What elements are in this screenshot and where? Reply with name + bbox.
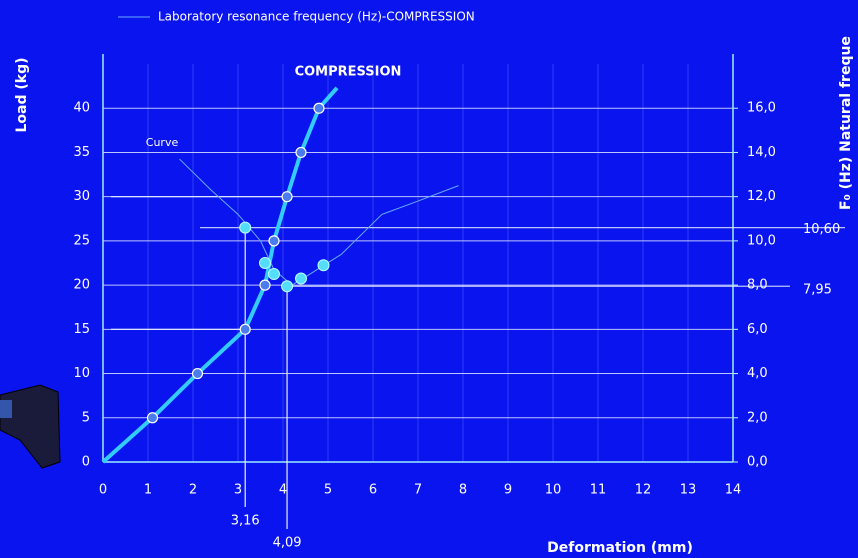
y-tick-label: 0	[82, 455, 90, 470]
legend-text: Laboratory resonance frequency (Hz)-COMP…	[158, 10, 475, 24]
series-label: COMPRESSION	[295, 65, 402, 80]
load-point	[259, 279, 271, 291]
frequency-point	[317, 259, 330, 272]
x-axis-title: Deformation (mm)	[547, 540, 693, 556]
y2-tick-label: 12,0	[747, 189, 776, 204]
x-tick-label: 1	[144, 483, 152, 498]
device-icon	[0, 384, 61, 469]
x-tick-label: 2	[189, 483, 197, 498]
y-tick-label: 15	[73, 322, 90, 337]
y2-tick-label: 6,0	[747, 322, 768, 337]
x-tick-label: 6	[369, 483, 377, 498]
y2-marker-label: 10,60	[803, 222, 840, 237]
x-tick-label: 10	[545, 483, 562, 498]
load-point	[268, 235, 280, 247]
x-tick-label: 13	[680, 483, 697, 498]
y-tick-label: 35	[73, 145, 90, 160]
y2-marker-label: 7,95	[803, 283, 832, 298]
x-tick-label: 9	[504, 483, 512, 498]
load-point	[191, 367, 204, 380]
y-tick-label: 30	[73, 189, 90, 204]
x-marker-label: 3,16	[231, 514, 260, 529]
x-tick-label: 0	[99, 483, 107, 498]
y2-tick-label: 8,0	[747, 278, 768, 293]
frequency-point	[281, 280, 294, 293]
y-tick-label: 20	[73, 278, 90, 293]
y2-tick-label: 2,0	[747, 410, 768, 425]
y2-tick-label: 16,0	[747, 101, 776, 116]
y-tick-label: 5	[82, 410, 90, 425]
x-tick-label: 4	[279, 483, 287, 498]
x-tick-label: 14	[725, 483, 742, 498]
y-tick-label: 25	[73, 233, 90, 248]
y2-tick-label: 0,0	[747, 455, 768, 470]
x-tick-label: 8	[459, 483, 467, 498]
y2-tick-label: 4,0	[747, 366, 768, 381]
load-point	[281, 191, 293, 203]
load-point	[295, 146, 307, 159]
series-label: Curve	[146, 136, 179, 149]
y2-tick-label: 10,0	[747, 233, 776, 248]
y-axis-title: Load (kg)	[14, 57, 30, 132]
x-tick-label: 5	[324, 483, 332, 498]
x-tick-label: 12	[635, 483, 652, 498]
frequency-point	[259, 257, 271, 269]
x-tick-label: 7	[414, 483, 422, 498]
load-point	[313, 102, 325, 114]
load-point	[146, 412, 159, 424]
frequency-point	[295, 272, 307, 285]
frequency-point	[239, 221, 252, 234]
y2-tick-label: 14,0	[747, 145, 776, 160]
x-tick-label: 3	[234, 483, 242, 498]
y-tick-label: 40	[73, 101, 90, 116]
x-tick-label: 11	[590, 483, 607, 498]
x-marker-label: 4,09	[273, 536, 302, 551]
load-point	[239, 323, 251, 335]
y-tick-label: 10	[73, 366, 90, 381]
frequency-point	[268, 268, 280, 281]
y2-axis-title: F₀ (Hz) Natural freque	[838, 36, 854, 210]
